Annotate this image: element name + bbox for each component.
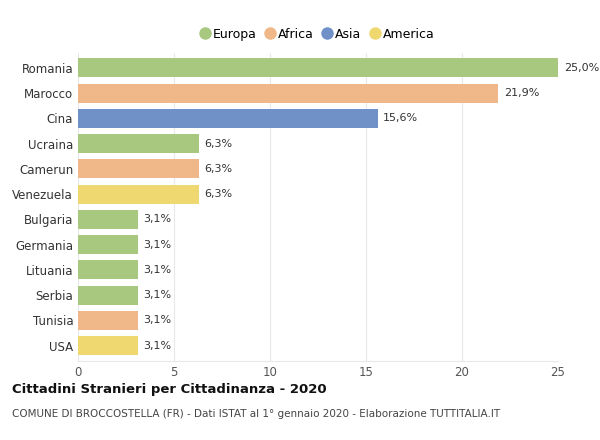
Bar — [78, 84, 499, 103]
Bar — [78, 260, 137, 279]
Bar — [78, 134, 199, 153]
Bar — [78, 336, 137, 355]
Text: 21,9%: 21,9% — [504, 88, 539, 98]
Text: 3,1%: 3,1% — [143, 214, 172, 224]
Text: 15,6%: 15,6% — [383, 114, 418, 124]
Bar — [78, 109, 377, 128]
Bar — [78, 286, 137, 304]
Text: 3,1%: 3,1% — [143, 341, 172, 351]
Text: 6,3%: 6,3% — [205, 189, 233, 199]
Text: COMUNE DI BROCCOSTELLA (FR) - Dati ISTAT al 1° gennaio 2020 - Elaborazione TUTTI: COMUNE DI BROCCOSTELLA (FR) - Dati ISTAT… — [12, 409, 500, 419]
Text: 3,1%: 3,1% — [143, 240, 172, 249]
Bar — [78, 185, 199, 204]
Text: 6,3%: 6,3% — [205, 139, 233, 149]
Legend: Europa, Africa, Asia, America: Europa, Africa, Asia, America — [199, 26, 437, 44]
Text: Cittadini Stranieri per Cittadinanza - 2020: Cittadini Stranieri per Cittadinanza - 2… — [12, 383, 326, 396]
Text: 3,1%: 3,1% — [143, 290, 172, 300]
Text: 3,1%: 3,1% — [143, 315, 172, 326]
Bar — [78, 59, 558, 77]
Bar — [78, 210, 137, 229]
Text: 3,1%: 3,1% — [143, 265, 172, 275]
Bar — [78, 159, 199, 178]
Text: 25,0%: 25,0% — [564, 63, 599, 73]
Text: 6,3%: 6,3% — [205, 164, 233, 174]
Bar — [78, 235, 137, 254]
Bar — [78, 311, 137, 330]
